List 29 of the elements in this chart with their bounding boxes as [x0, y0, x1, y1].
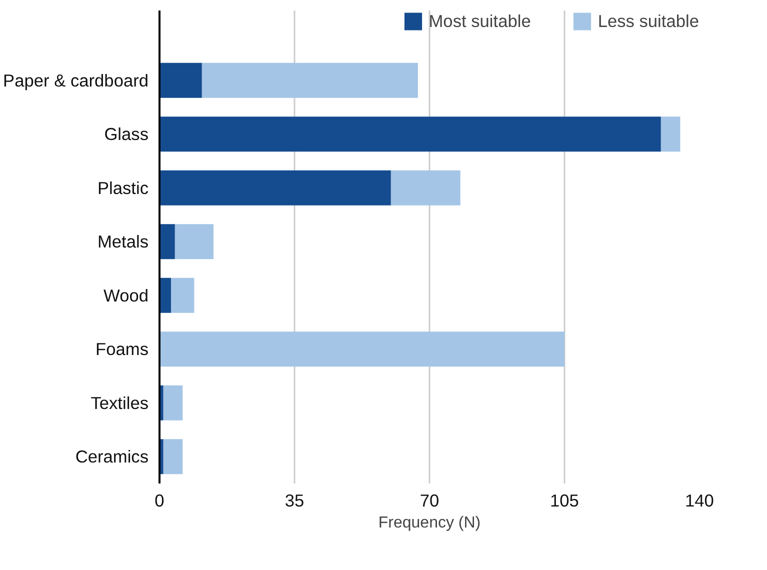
bar	[160, 224, 175, 260]
legend-label: Less suitable	[598, 10, 699, 32]
y-tick-label: Paper & cardboard	[3, 70, 148, 90]
y-tick-label: Foams	[96, 339, 149, 360]
y-tick-label: Metals	[97, 232, 149, 252]
bar	[160, 170, 391, 206]
x-tick-label: 0	[154, 490, 164, 510]
y-tick-label: Ceramics	[75, 446, 149, 467]
bar	[163, 385, 183, 420]
y-tick-label: Glass	[104, 124, 149, 144]
bar	[174, 224, 214, 260]
bar	[160, 332, 564, 367]
y-tick-label: Plastic	[97, 178, 149, 198]
x-tick-label: 70	[420, 490, 440, 510]
bar	[660, 116, 680, 152]
bar	[171, 278, 194, 313]
y-tick-label: Wood	[104, 285, 149, 306]
bar	[163, 439, 183, 474]
bar	[160, 278, 172, 313]
bar	[160, 62, 202, 98]
x-tick-label: 35	[284, 490, 304, 510]
bar	[202, 62, 418, 98]
y-tick-label: Textiles	[90, 392, 149, 413]
legend-label: Most suitable	[428, 10, 531, 32]
x-tick-label: 105	[550, 490, 579, 510]
x-axis-title: Frequency (N)	[378, 514, 481, 532]
x-tick-label: 140	[685, 490, 714, 510]
bar	[160, 116, 661, 152]
bar	[390, 170, 460, 206]
